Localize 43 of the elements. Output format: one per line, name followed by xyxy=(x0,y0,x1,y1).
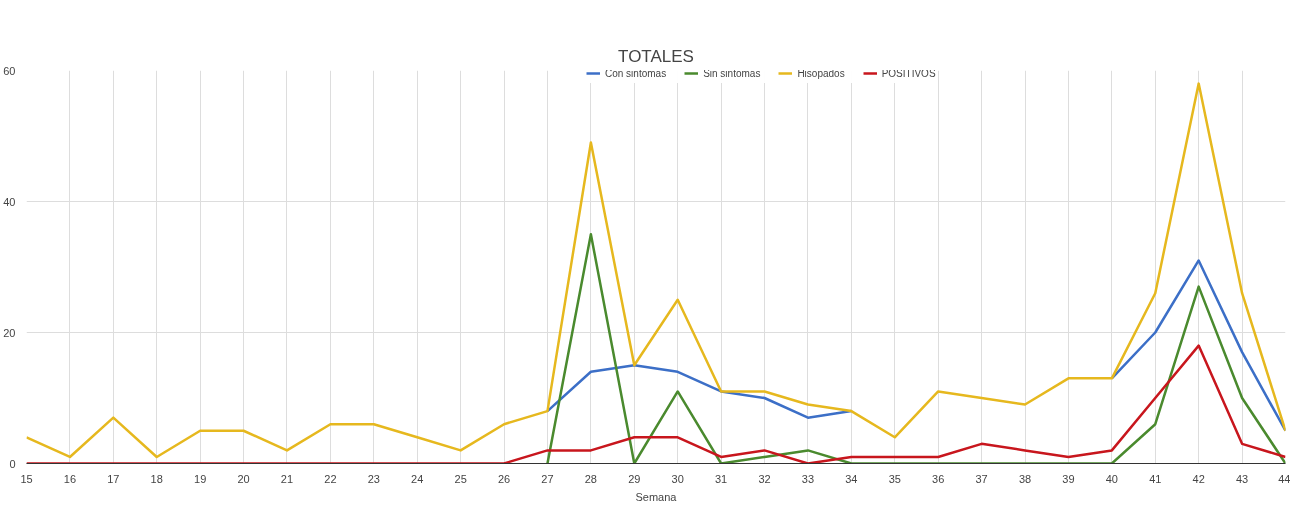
x-tick-label: 35 xyxy=(888,472,901,485)
x-tick-label: 39 xyxy=(1062,472,1075,485)
legend-label: Hisopados xyxy=(797,69,845,79)
x-tick-label: 17 xyxy=(107,472,120,485)
x-tick-label: 18 xyxy=(150,472,163,485)
line-series xyxy=(26,82,1286,459)
y-tick-label: 0 xyxy=(9,457,16,470)
line-series xyxy=(26,344,1286,464)
x-tick-label: 16 xyxy=(63,472,77,485)
x-tick-label: 23 xyxy=(367,472,380,485)
x-tick-label: 33 xyxy=(801,472,815,485)
x-tick-label: 26 xyxy=(497,472,511,485)
x-tick-label: 21 xyxy=(280,472,294,485)
x-tick-label: 32 xyxy=(758,472,771,485)
line-series xyxy=(546,233,1286,464)
x-tick-label: 27 xyxy=(541,472,554,485)
x-tick-label: 36 xyxy=(932,472,945,485)
x-tick-label: 41 xyxy=(1149,472,1162,485)
x-axis-title: Semana xyxy=(635,490,678,503)
x-tick-label: 42 xyxy=(1192,472,1205,485)
x-tick-label: 44 xyxy=(1278,472,1291,485)
y-tick-label: 40 xyxy=(3,195,16,208)
x-tick-label: 40 xyxy=(1105,472,1118,485)
x-tick-label: 19 xyxy=(194,472,207,485)
y-tick-label: 20 xyxy=(3,326,16,339)
x-tick-label: 43 xyxy=(1235,472,1249,485)
x-tick-label: 31 xyxy=(715,472,728,485)
y-tick-label: 60 xyxy=(3,64,16,77)
chart-title: TOTALES xyxy=(618,46,694,66)
legend-label: Con sintomas xyxy=(605,69,667,79)
x-tick-label: 15 xyxy=(20,472,33,485)
x-tick-label: 30 xyxy=(671,472,684,485)
x-tick-label: 37 xyxy=(975,472,988,485)
x-tick-label: 22 xyxy=(324,472,337,485)
x-tick-label: 28 xyxy=(584,472,598,485)
x-tick-label: 34 xyxy=(845,472,858,485)
x-tick-label: 29 xyxy=(628,472,641,485)
legend-label: POSITIVOS xyxy=(881,69,936,79)
x-tick-label: 20 xyxy=(237,472,250,485)
x-tick-label: 25 xyxy=(454,472,467,485)
legend-label: Sin sintomas xyxy=(703,69,761,79)
x-tick-label: 24 xyxy=(411,472,424,485)
x-tick-label: 38 xyxy=(1018,472,1032,485)
